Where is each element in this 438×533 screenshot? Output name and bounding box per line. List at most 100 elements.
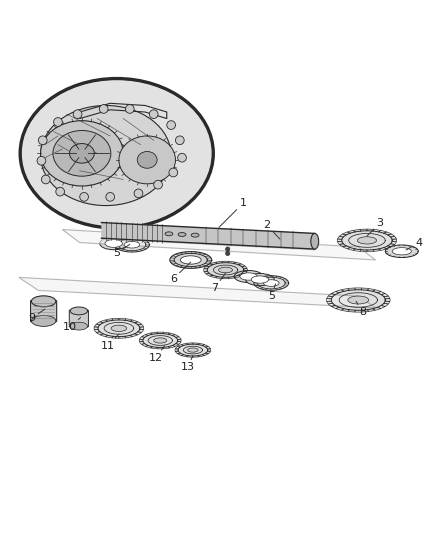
- Polygon shape: [168, 333, 175, 336]
- Polygon shape: [353, 249, 361, 251]
- Polygon shape: [353, 230, 361, 232]
- Ellipse shape: [70, 143, 94, 163]
- Polygon shape: [151, 332, 158, 334]
- Circle shape: [53, 118, 62, 126]
- Polygon shape: [125, 319, 132, 321]
- Polygon shape: [106, 335, 113, 338]
- Ellipse shape: [246, 273, 274, 286]
- Text: 5: 5: [268, 284, 276, 301]
- Polygon shape: [222, 277, 229, 279]
- Polygon shape: [244, 269, 247, 271]
- Polygon shape: [242, 271, 247, 274]
- Polygon shape: [242, 266, 247, 269]
- Polygon shape: [176, 337, 181, 340]
- Ellipse shape: [70, 307, 88, 315]
- Polygon shape: [139, 339, 143, 342]
- Text: 4: 4: [406, 238, 423, 250]
- Polygon shape: [336, 307, 344, 310]
- Circle shape: [226, 251, 230, 256]
- Polygon shape: [361, 310, 369, 312]
- Ellipse shape: [32, 296, 56, 307]
- Polygon shape: [228, 277, 235, 279]
- Polygon shape: [327, 296, 333, 299]
- Polygon shape: [140, 327, 144, 330]
- Ellipse shape: [263, 280, 279, 286]
- Polygon shape: [378, 292, 385, 295]
- Text: 5: 5: [113, 244, 130, 259]
- Polygon shape: [384, 246, 391, 249]
- Polygon shape: [130, 334, 138, 337]
- Polygon shape: [367, 288, 375, 292]
- Polygon shape: [361, 288, 369, 290]
- Polygon shape: [112, 336, 119, 338]
- Polygon shape: [381, 294, 388, 297]
- Polygon shape: [328, 294, 336, 297]
- Polygon shape: [96, 332, 103, 335]
- Polygon shape: [384, 296, 390, 299]
- Polygon shape: [135, 322, 141, 325]
- Polygon shape: [193, 343, 199, 344]
- Text: 3: 3: [367, 218, 384, 236]
- Polygon shape: [206, 346, 211, 349]
- Circle shape: [154, 180, 162, 189]
- Polygon shape: [130, 320, 138, 323]
- Ellipse shape: [251, 276, 268, 283]
- Polygon shape: [385, 298, 390, 301]
- Ellipse shape: [234, 270, 263, 282]
- Polygon shape: [215, 261, 223, 263]
- Polygon shape: [327, 301, 333, 304]
- Polygon shape: [206, 264, 212, 266]
- Polygon shape: [384, 301, 390, 304]
- Ellipse shape: [32, 316, 56, 326]
- Ellipse shape: [180, 256, 201, 264]
- Polygon shape: [338, 241, 343, 244]
- Ellipse shape: [53, 131, 111, 176]
- Polygon shape: [106, 319, 113, 321]
- Text: 7: 7: [211, 273, 226, 293]
- Ellipse shape: [70, 322, 88, 330]
- Polygon shape: [215, 277, 223, 279]
- Polygon shape: [388, 234, 395, 237]
- Polygon shape: [94, 324, 100, 327]
- Polygon shape: [228, 261, 235, 263]
- Polygon shape: [204, 266, 209, 269]
- Polygon shape: [100, 320, 108, 323]
- Polygon shape: [163, 332, 170, 334]
- Polygon shape: [175, 351, 180, 353]
- Polygon shape: [367, 309, 375, 311]
- Polygon shape: [181, 354, 188, 357]
- Text: 12: 12: [149, 346, 165, 363]
- Polygon shape: [208, 349, 211, 351]
- Circle shape: [73, 110, 82, 118]
- Circle shape: [167, 120, 176, 130]
- Polygon shape: [234, 262, 241, 265]
- Ellipse shape: [105, 239, 122, 247]
- Ellipse shape: [311, 233, 319, 249]
- Polygon shape: [338, 237, 343, 239]
- Polygon shape: [206, 273, 212, 276]
- Circle shape: [37, 156, 46, 165]
- Polygon shape: [348, 288, 355, 290]
- Polygon shape: [384, 232, 391, 235]
- Ellipse shape: [94, 318, 144, 338]
- Polygon shape: [379, 247, 387, 251]
- Ellipse shape: [191, 233, 199, 237]
- Ellipse shape: [115, 237, 149, 252]
- Polygon shape: [238, 264, 245, 266]
- Polygon shape: [343, 246, 350, 249]
- Polygon shape: [202, 345, 208, 347]
- Ellipse shape: [137, 151, 157, 168]
- Ellipse shape: [100, 237, 127, 249]
- Ellipse shape: [124, 241, 140, 248]
- Circle shape: [149, 110, 158, 118]
- Text: 1: 1: [219, 198, 247, 228]
- Circle shape: [56, 187, 64, 196]
- Ellipse shape: [337, 229, 396, 252]
- Text: 9: 9: [28, 309, 45, 323]
- Polygon shape: [119, 336, 126, 338]
- Polygon shape: [360, 249, 367, 252]
- Polygon shape: [339, 234, 346, 237]
- Polygon shape: [347, 247, 355, 251]
- Polygon shape: [391, 241, 396, 244]
- Polygon shape: [355, 310, 362, 312]
